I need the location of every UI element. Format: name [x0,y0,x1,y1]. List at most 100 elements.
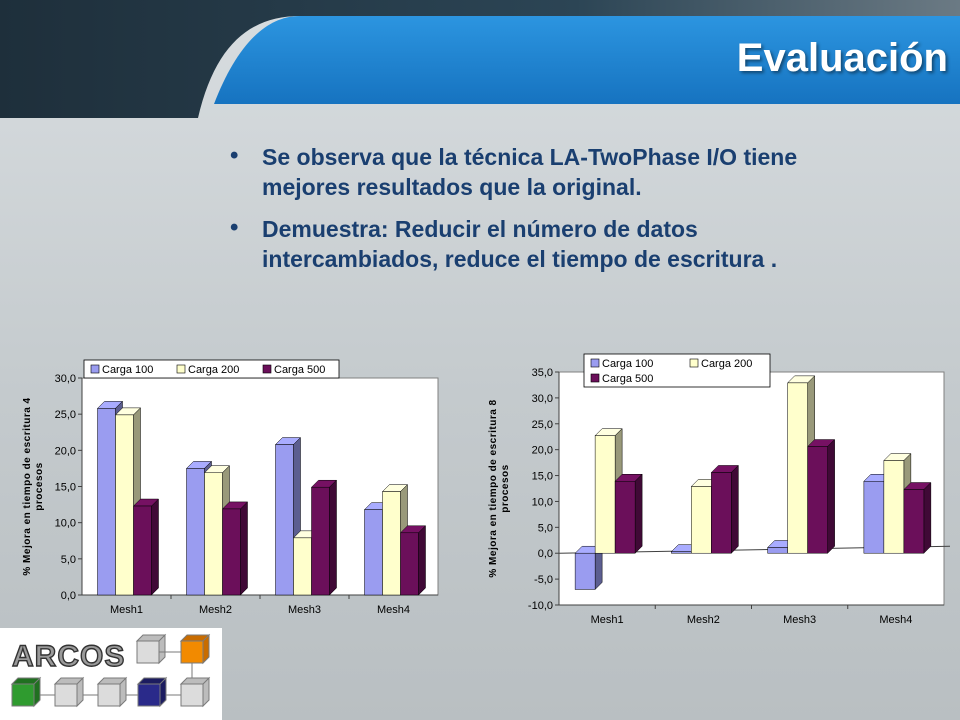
y-tick-label: 15,0 [55,482,76,494]
y-tick-label: 20,0 [55,445,76,457]
bullet-dot: • [230,142,239,169]
y-axis-label-line: % Mejora en tiempo de escritura 8 [488,399,499,577]
chart-4-procesos: 0,0 5,0 10,0 15,0 20,0 25,0 30,0 Mesh1 Mesh2 Mesh… [22,359,439,616]
y-axis-label-line: procesos [500,464,511,512]
bullet-dot: • [230,214,239,241]
legend-swatch [590,358,600,368]
x-tick-label: Mesh4 [879,614,912,626]
y-axis-label-line: procesos [34,462,45,510]
bar-mesh2-carga-500 [221,501,249,596]
bar-mesh1-carga-500 [614,473,643,554]
x-tick-label: Mesh2 [687,614,720,626]
bullet-text: Demuestra: Reducir el número de datos in… [262,216,778,272]
bullet-item: • Demuestra: Reducir el número de datos … [230,214,830,274]
legend-label: Carga 500 [602,373,653,385]
bar-front [711,472,732,554]
bar-front [222,508,241,596]
bullet-list: • Se observa que la técnica LA-TwoPhase … [230,142,830,286]
y-tick-label: 10,0 [55,518,76,530]
bar-mesh2-carga-500 [710,464,739,554]
y-tick-label: 35,0 [532,367,553,379]
legend: Carga 100 Carga 200 Carga 500 [583,353,771,388]
y-tick-label: 25,0 [532,419,553,431]
x-tick-label: Mesh3 [783,614,816,626]
bar-mesh1-carga-500 [132,498,160,596]
x-tick-label: Mesh1 [591,614,624,626]
legend-label: Carga 100 [602,358,653,370]
bar-front [382,491,401,596]
legend-label: Carga 500 [274,364,325,376]
legend-swatch [590,373,600,383]
bar-front [594,435,616,554]
bar-front [364,509,383,596]
legend-swatch [262,364,272,374]
bar-front [863,481,885,554]
bar-front [204,472,223,596]
chart-8-procesos: -10,0 -5,0 0,0 5,0 10,0 15,0 20,0 25,0 30,0 35,0 M… [488,353,950,626]
y-axis-label: % Mejora en tiempo de escritura 4proceso… [22,397,45,575]
y-axis-label: % Mejora en tiempo de escritura 8proceso… [488,399,511,577]
bar-front [787,382,808,554]
bar-mesh4-carga-500 [903,481,932,554]
bar-front [133,505,152,596]
arcos-logo-text: ARCOS [12,640,125,673]
bar-front [115,414,134,596]
y-tick-label: 30,0 [532,393,553,405]
bar-side [827,438,835,554]
x-tick-label: Mesh2 [199,604,232,616]
legend-label: Carga 200 [701,358,752,370]
x-tick-label: Mesh1 [110,604,143,616]
slide-title: Evaluación [736,36,948,80]
legend-swatch [689,358,699,368]
y-tick-label: -5,0 [534,574,553,586]
bar-front [97,408,116,596]
bar-mesh3-carga-500 [310,479,338,596]
y-tick-label: 15,0 [532,471,553,483]
legend-box [583,353,771,388]
legend-swatch [176,364,186,374]
bar-side [731,464,739,554]
y-tick-label: 20,0 [532,445,553,457]
x-tick-label: Mesh4 [377,604,410,616]
bullet-item: • Se observa que la técnica LA-TwoPhase … [230,142,830,202]
legend: Carga 100 Carga 200 Carga 500 [83,359,340,379]
bar-front [671,551,692,554]
bar-mesh3-carga-500 [807,438,836,554]
y-tick-label: 30,0 [55,373,76,385]
bar-mesh1-carga-100 [574,545,603,591]
x-tick-label: Mesh3 [288,604,321,616]
bullet-text: Se observa que la técnica LA-TwoPhase I/… [262,144,798,200]
legend-label: Carga 200 [188,364,239,376]
bar-side [329,479,337,596]
y-tick-label: 0,0 [538,548,553,560]
bar-front [293,537,312,596]
bar-side [151,498,159,596]
bar-side [634,473,643,554]
arcos-logo-cubes [10,633,211,708]
arcos-logo: ARCOS [0,628,222,720]
y-tick-label: 5,0 [61,554,76,566]
y-tick-label: 10,0 [532,496,553,508]
legend-label: Carga 100 [102,364,153,376]
bar-front [767,547,788,554]
y-tick-label: -10,0 [528,600,553,612]
bar-front [275,444,294,596]
bar-front [311,486,330,596]
bar-side [923,481,932,554]
legend-box [83,359,340,379]
bar-front [614,481,636,554]
bar-front [186,468,205,596]
title-bar [0,0,960,118]
bar-front [883,460,905,554]
y-axis-label-line: % Mejora en tiempo de escritura 4 [22,397,33,575]
y-tick-label: 0,0 [61,590,76,602]
bar-front [574,552,596,590]
legend-swatch [90,364,100,374]
dark-corner-band [0,0,960,118]
bar-side [240,501,248,596]
bar-front [400,532,419,596]
bar-side [418,525,426,596]
bar-front [903,489,925,554]
y-tick-label: 5,0 [538,522,553,534]
y-tick-label: 25,0 [55,409,76,421]
